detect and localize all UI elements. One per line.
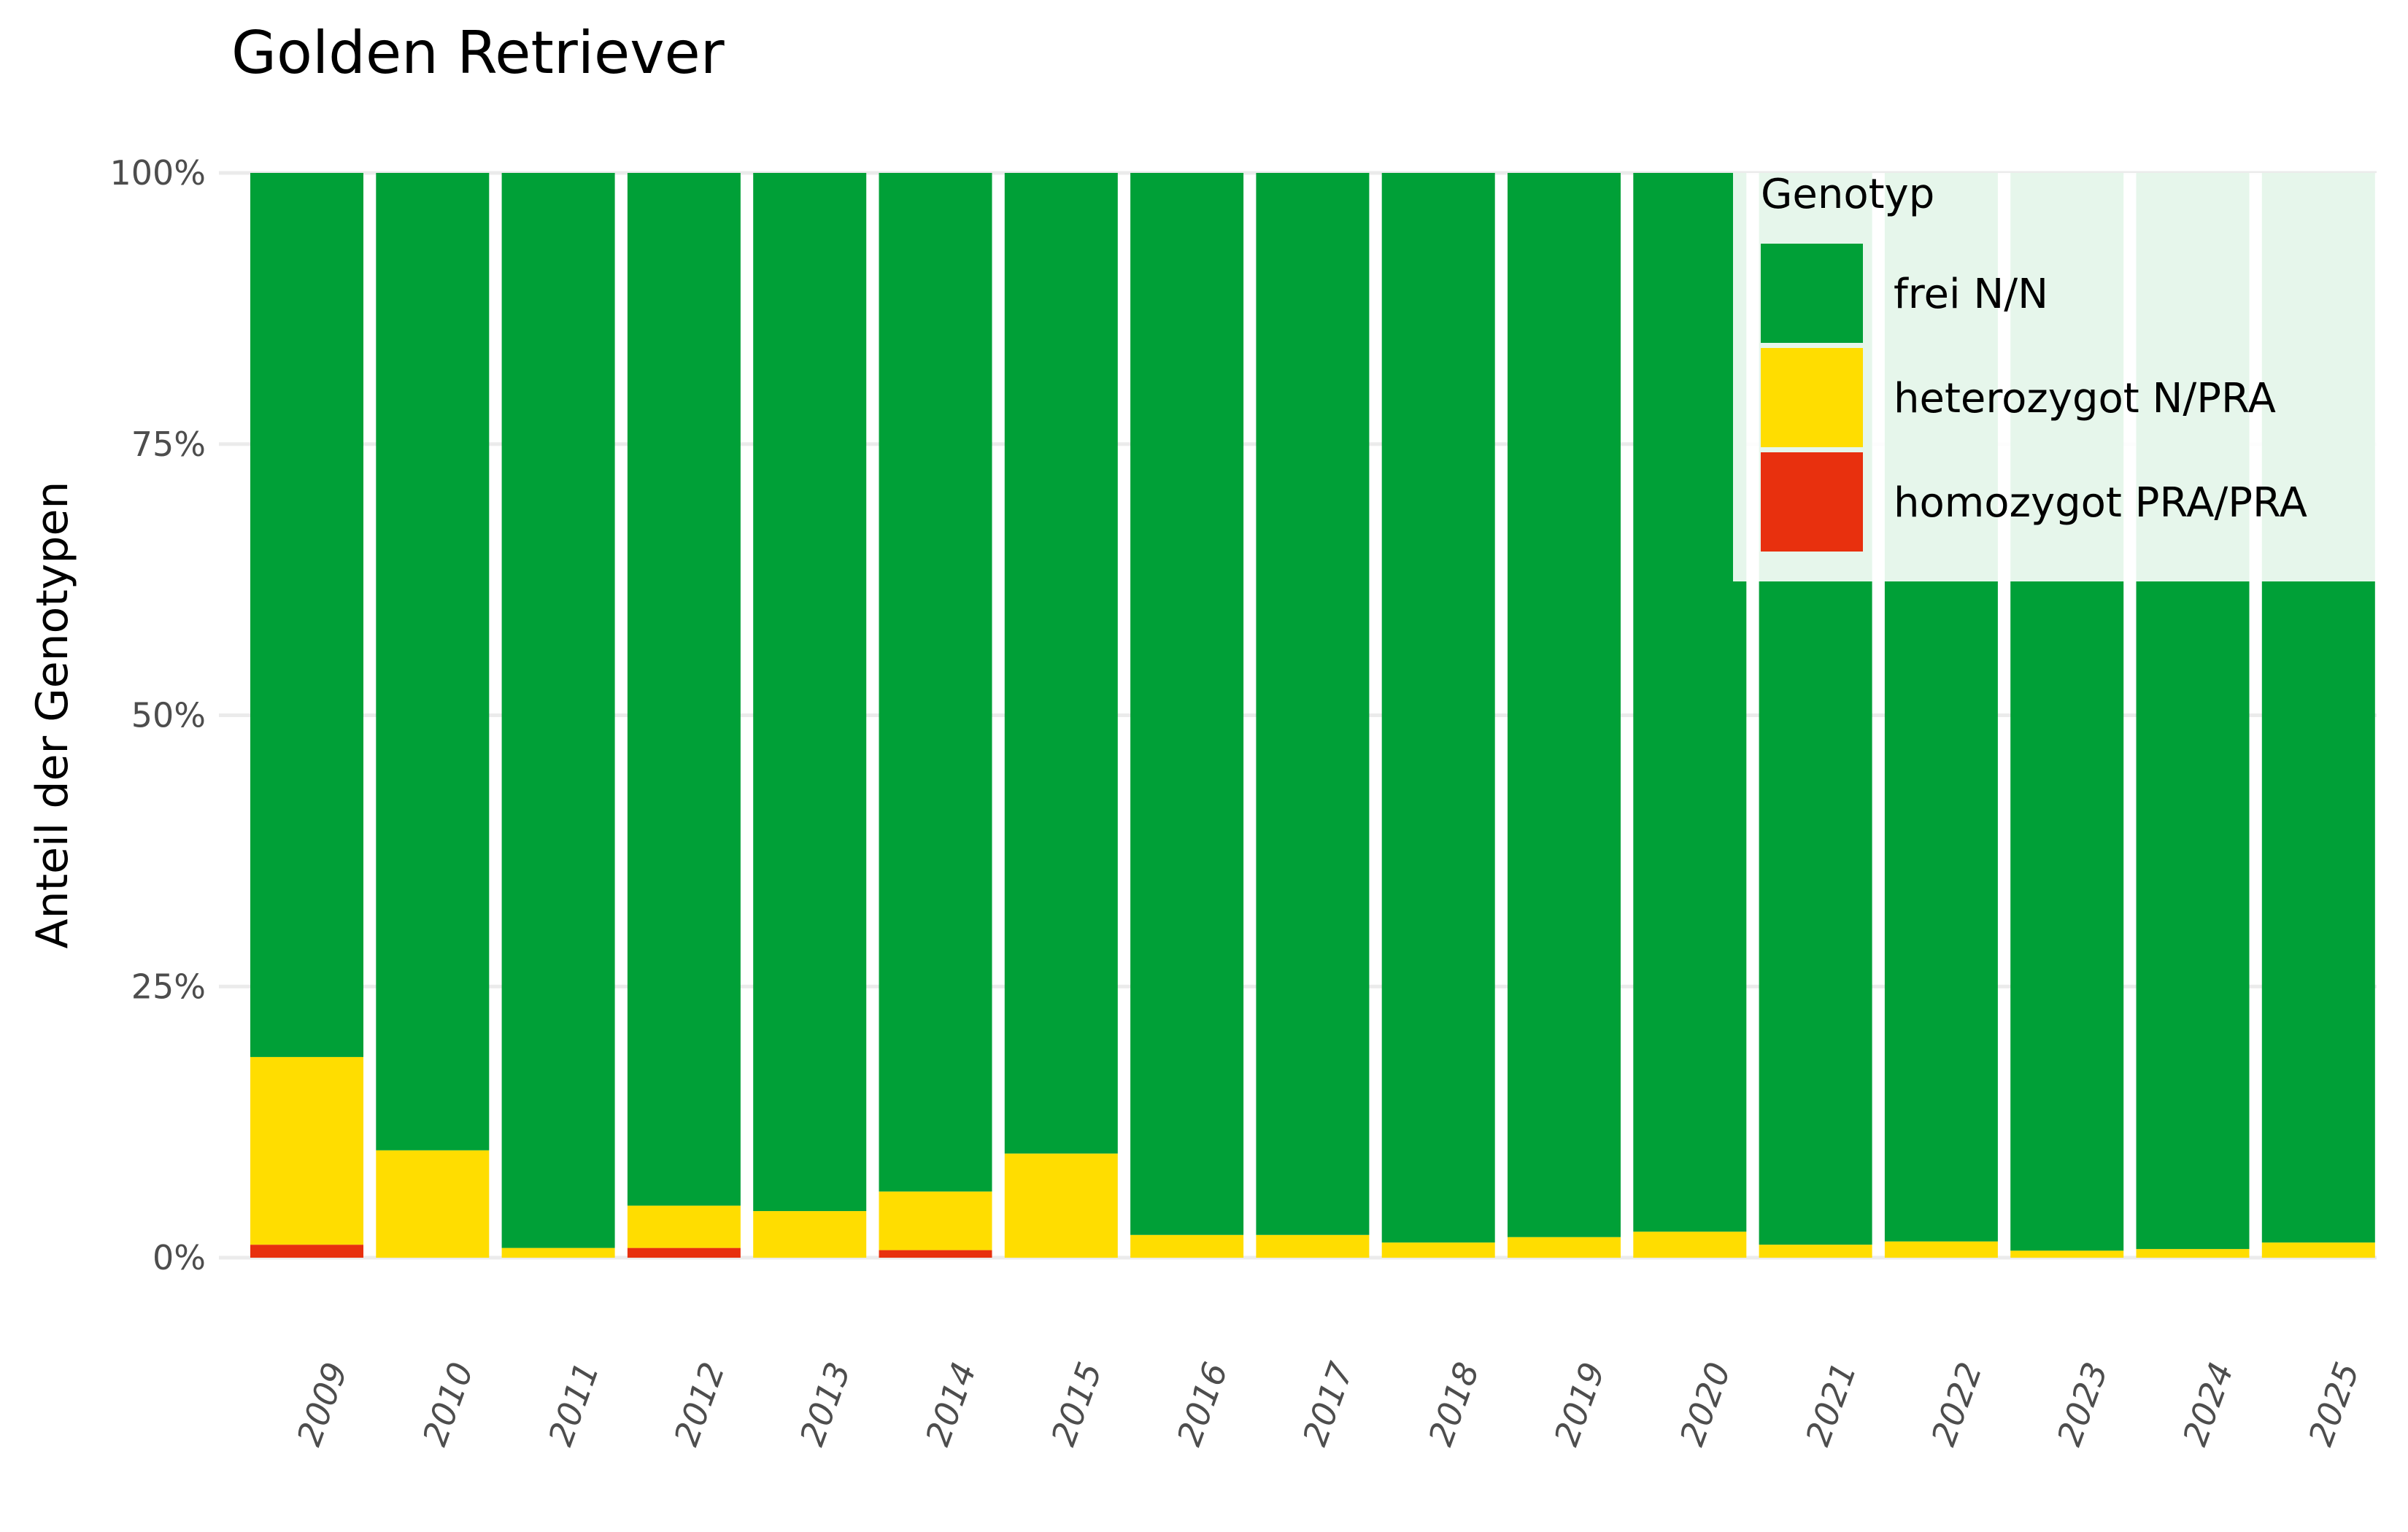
bars: [250, 173, 2375, 1258]
x-tick-label: 2023: [2049, 1357, 2115, 1450]
x-axis-ticks: 2009 2010 2011 2012 2013 2014 2015 2016 2017 2018…: [289, 1357, 2367, 1450]
y-axis-title: Anteil der Genotypen: [27, 481, 78, 949]
x-tick-label: 2013: [792, 1357, 858, 1450]
bar-segment-2009-2: [250, 173, 363, 1057]
y-tick-label: 25%: [131, 967, 206, 1006]
x-tick-label: 2021: [1798, 1357, 1864, 1450]
bar-segment-2023-1: [2010, 1250, 2124, 1258]
x-tick-label: 2018: [1421, 1357, 1487, 1450]
bar-segment-2012-0: [627, 1247, 741, 1258]
legend-key: [1761, 452, 1863, 552]
chart-title: Golden Retriever: [231, 19, 725, 87]
bar-segment-2014-1: [879, 1191, 992, 1250]
legend-key: [1761, 244, 1863, 343]
bar-segment-2019-2: [1508, 173, 1621, 1237]
x-tick-label: 2020: [1672, 1357, 1738, 1450]
bar-segment-2014-0: [879, 1250, 992, 1258]
y-tick-label: 100%: [109, 153, 206, 193]
legend-label: frei N/N: [1894, 271, 2048, 318]
bar-segment-2017-2: [1256, 173, 1370, 1235]
bar-segment-2015-2: [1004, 173, 1118, 1154]
bar-segment-2025-1: [2261, 1242, 2375, 1258]
bar-segment-2016-1: [1130, 1234, 1244, 1258]
bar-segment-2024-1: [2136, 1249, 2250, 1258]
bar-segment-2012-2: [627, 173, 741, 1206]
x-tick-label: 2010: [414, 1357, 481, 1450]
bar-segment-2013-1: [753, 1211, 867, 1258]
bar-segment-2020-1: [1633, 1231, 1747, 1258]
legend-label: heterozygot N/PRA: [1894, 375, 2276, 422]
x-tick-label: 2025: [2301, 1357, 2367, 1450]
legend-label: homozygot PRA/PRA: [1894, 479, 2307, 527]
y-tick-label: 0%: [153, 1238, 206, 1277]
bar-segment-2016-2: [1130, 173, 1244, 1235]
legend-title: Genotyp: [1761, 171, 1934, 218]
bar-segment-2021-1: [1759, 1245, 1872, 1258]
bar-segment-2010-2: [376, 173, 490, 1150]
bar-segment-2020-2: [1633, 173, 1747, 1232]
bar-segment-2015-1: [1004, 1153, 1118, 1258]
bar-segment-2010-1: [376, 1150, 490, 1258]
bar-segment-2012-1: [627, 1205, 741, 1248]
legend-key: [1761, 348, 1863, 447]
x-tick-label: 2022: [1923, 1357, 1990, 1450]
bar-segment-2022-1: [1884, 1241, 1998, 1258]
bar-segment-2009-1: [250, 1056, 363, 1245]
x-tick-label: 2019: [1546, 1357, 1613, 1450]
bar-segment-2014-2: [879, 173, 992, 1192]
bar-segment-2018-2: [1381, 173, 1495, 1243]
x-tick-label: 2015: [1043, 1357, 1110, 1450]
x-tick-label: 2012: [666, 1357, 733, 1450]
bar-segment-2011-1: [501, 1247, 615, 1258]
bar-segment-2013-2: [753, 173, 867, 1212]
x-tick-label: 2016: [1169, 1357, 1235, 1450]
y-tick-label: 50%: [131, 696, 206, 735]
y-axis-ticks: 0% 25% 50% 75% 100%: [109, 153, 206, 1277]
bar-segment-2019-1: [1508, 1237, 1621, 1258]
bar-segment-2018-1: [1381, 1242, 1495, 1258]
x-tick-label: 2017: [1294, 1357, 1361, 1450]
x-tick-label: 2009: [289, 1357, 355, 1450]
x-tick-label: 2024: [2175, 1357, 2242, 1450]
y-tick-label: 75%: [131, 425, 206, 464]
bar-segment-2009-0: [250, 1245, 363, 1258]
bar-segment-2017-1: [1256, 1234, 1370, 1258]
x-tick-label: 2011: [541, 1357, 607, 1450]
legend: Genotyp frei N/N heterozygot N/PRA homozyg…: [1733, 171, 2377, 581]
x-tick-label: 2014: [918, 1357, 984, 1450]
bar-segment-2011-2: [501, 173, 615, 1248]
